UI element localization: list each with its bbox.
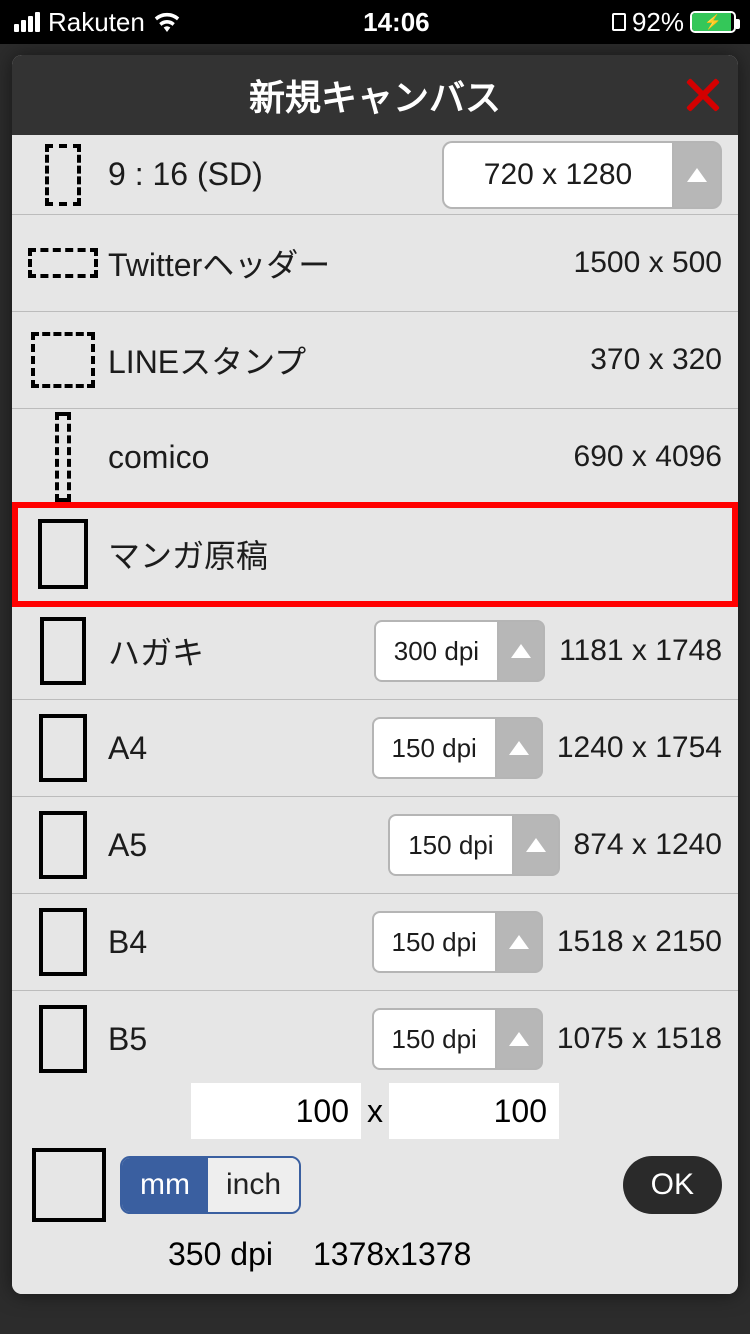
preset-row[interactable]: マンガ原稿 <box>12 506 738 603</box>
custom-height-input[interactable]: 100 <box>389 1083 559 1139</box>
preset-row[interactable]: ハガキ300 dpi 1181 x 1748 <box>12 603 738 700</box>
preset-dimensions: 1075 x 1518 <box>557 1022 722 1056</box>
document-icon <box>612 13 626 31</box>
preset-list[interactable]: 9 : 16 (SD)720 x 1280Twitterヘッダー1500 x 5… <box>12 135 738 1076</box>
dpi-select[interactable]: 150 dpi <box>372 911 543 973</box>
preset-label: マンガ原稿 <box>98 531 722 577</box>
chevron-up-icon[interactable] <box>497 620 545 682</box>
preset-thumb <box>28 714 98 782</box>
preset-thumb <box>28 412 98 502</box>
x-label: x <box>367 1093 383 1130</box>
signal-icon <box>14 12 40 32</box>
close-icon[interactable] <box>682 74 724 116</box>
preset-dimensions: 1500 x 500 <box>574 246 722 280</box>
size-select-value: 720 x 1280 <box>442 141 672 209</box>
dpi-value: 150 dpi <box>372 911 495 973</box>
preset-dimensions: 690 x 4096 <box>574 440 722 474</box>
clock: 14:06 <box>363 7 430 38</box>
chevron-up-icon[interactable] <box>495 911 543 973</box>
custom-width-input[interactable]: 100 <box>191 1083 361 1139</box>
preset-label: A5 <box>98 827 388 864</box>
dpi-value: 150 dpi <box>372 1008 495 1070</box>
custom-result: 1378x1378 <box>313 1236 471 1273</box>
status-bar: Rakuten 14:06 92% ⚡ <box>0 0 750 44</box>
ok-button[interactable]: OK <box>623 1156 722 1214</box>
custom-thumb-icon <box>32 1148 106 1222</box>
preset-dimensions: 1518 x 2150 <box>557 925 722 959</box>
preset-thumb <box>28 519 98 589</box>
wifi-icon <box>153 12 181 32</box>
preset-thumb <box>28 617 98 685</box>
preset-label: A4 <box>98 730 372 767</box>
preset-label: B4 <box>98 924 372 961</box>
battery-icon: ⚡ <box>690 11 736 33</box>
dpi-select[interactable]: 150 dpi <box>388 814 559 876</box>
preset-label: Twitterヘッダー <box>98 240 574 286</box>
modal-header: 新規キャンバス <box>12 55 738 135</box>
preset-row[interactable]: LINEスタンプ370 x 320 <box>12 312 738 409</box>
unit-inch[interactable]: inch <box>208 1158 299 1212</box>
preset-row[interactable]: A5150 dpi 874 x 1240 <box>12 797 738 894</box>
preset-label: LINEスタンプ <box>98 337 590 383</box>
preset-label: B5 <box>98 1021 372 1058</box>
dpi-value: 150 dpi <box>388 814 511 876</box>
unit-mm[interactable]: mm <box>122 1158 208 1212</box>
preset-thumb <box>28 332 98 388</box>
dpi-select[interactable]: 150 dpi <box>372 717 543 779</box>
new-canvas-modal: 新規キャンバス 9 : 16 (SD)720 x 1280Twitterヘッダー… <box>12 55 738 1294</box>
dpi-value: 300 dpi <box>374 620 497 682</box>
preset-dimensions: 1240 x 1754 <box>557 731 722 765</box>
preset-dimensions: 1181 x 1748 <box>559 634 722 668</box>
preset-row[interactable]: 9 : 16 (SD)720 x 1280 <box>12 135 738 215</box>
dpi-select[interactable]: 300 dpi <box>374 620 545 682</box>
preset-row[interactable]: B4150 dpi 1518 x 2150 <box>12 894 738 991</box>
preset-dimensions: 874 x 1240 <box>574 828 722 862</box>
custom-dpi: 350 dpi <box>168 1236 273 1273</box>
chevron-up-icon[interactable] <box>495 1008 543 1070</box>
preset-label: ハガキ <box>98 628 374 674</box>
dpi-value: 150 dpi <box>372 717 495 779</box>
preset-label: comico <box>98 439 574 476</box>
chevron-up-icon[interactable] <box>672 141 722 209</box>
preset-dimensions: 370 x 320 <box>590 343 722 377</box>
preset-thumb <box>28 908 98 976</box>
carrier-label: Rakuten <box>48 7 145 38</box>
chevron-up-icon[interactable] <box>512 814 560 876</box>
preset-label: 9 : 16 (SD) <box>98 156 442 193</box>
chevron-up-icon[interactable] <box>495 717 543 779</box>
charging-icon: ⚡ <box>704 14 721 31</box>
preset-row[interactable]: comico690 x 4096 <box>12 409 738 506</box>
unit-toggle[interactable]: mm inch <box>120 1156 301 1214</box>
dpi-select[interactable]: 150 dpi <box>372 1008 543 1070</box>
modal-title: 新規キャンバス <box>249 69 501 121</box>
preset-row[interactable]: B5150 dpi 1075 x 1518 <box>12 991 738 1076</box>
preset-thumb <box>28 1005 98 1073</box>
preset-thumb <box>28 811 98 879</box>
size-select[interactable]: 720 x 1280 <box>442 141 722 209</box>
preset-thumb <box>28 144 98 206</box>
battery-percent: 92% <box>632 7 684 38</box>
preset-row[interactable]: Twitterヘッダー1500 x 500 <box>12 215 738 312</box>
custom-size-panel: 100 x 100 mm inch OK 350 dpi 1378x1378 <box>12 1076 738 1294</box>
preset-row[interactable]: A4150 dpi 1240 x 1754 <box>12 700 738 797</box>
preset-thumb <box>28 248 98 278</box>
